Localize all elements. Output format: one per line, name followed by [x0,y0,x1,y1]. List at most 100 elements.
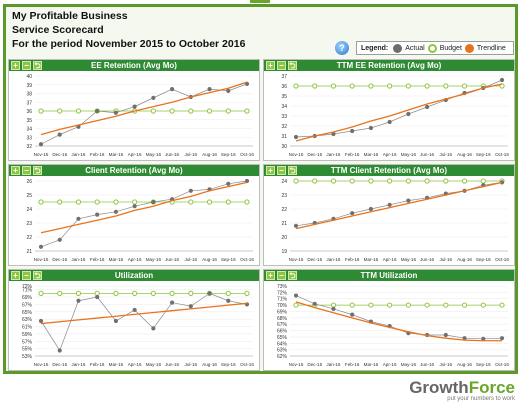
budget-point [38,108,44,114]
actual-point [188,304,193,309]
top-accent-tick [250,0,270,3]
panel-controls: + − ⮌ [11,61,42,70]
remove-icon[interactable]: − [277,166,286,175]
y-tick-label: 23 [26,221,32,227]
actual-point [350,211,355,216]
actual-point [151,95,156,100]
chart-ttm-utilization: 62%63%64%65%66%67%68%69%70%71%72%73% Nov-… [277,284,509,367]
y-tick-label: 37 [281,74,287,80]
y-tick-label: 32 [281,124,287,130]
x-tick-label: May-16 [146,152,162,157]
chart-ee-retention: 32 33 34 35 36 37 38 39 40 Nov-15 Dec-15 Jan-16 Feb-… [26,74,254,157]
x-tick-label: Aug-16 [457,152,472,157]
remove-icon[interactable]: − [277,61,286,70]
actual-point [424,104,430,110]
remove-icon[interactable]: − [22,61,31,70]
remove-icon[interactable]: − [22,166,31,175]
actual-point [499,336,505,341]
chart-title: TTM Client Retention (Avg Mo) [264,165,514,176]
budget-point [387,83,393,89]
actual-point [443,332,448,338]
actual-point [499,180,505,185]
remove-icon[interactable]: − [277,271,286,280]
x-tick-label: Jun-16 [420,362,434,367]
add-icon[interactable]: + [11,61,20,70]
add-icon[interactable]: + [266,166,275,175]
actual-point [499,77,505,83]
add-icon[interactable]: + [11,166,20,175]
export-icon[interactable]: ⮌ [288,271,297,280]
panel-controls: + − ⮌ [266,61,297,70]
top-accent-bar [0,0,521,6]
chart-panel-ttm-utilization: TTM Utilization + − ⮌ 62% 63% 64% 65% 66% 67% 68… [263,269,515,371]
budget-point [443,302,449,308]
x-tick-label: Mar-16 [109,257,124,262]
x-tick-label: May-16 [401,152,417,157]
actual-point [207,291,212,296]
y-tick-label: 65% [277,335,288,341]
export-icon[interactable]: ⮌ [33,271,42,280]
chart-utilization: 53%55% 57%59%61% 63%65% 67%69%71%72% Nov-15 D… [22,284,254,367]
y-tick-label: 69% [22,295,33,301]
add-icon[interactable]: + [266,271,275,280]
y-tick-label: 33 [281,114,287,120]
budget-point [499,302,505,308]
x-tick-label: May-16 [146,257,162,262]
actual-point [57,132,62,137]
actual-point [207,87,212,92]
logo-wordmark: GrowthForce [409,378,515,398]
budget-point [330,83,337,89]
y-tick-label: 63% [277,348,288,354]
budget-point [293,302,299,308]
x-tick-label: Mar-16 [364,362,379,367]
legend-trendline-label: Trendline [476,44,506,52]
export-icon[interactable]: ⮌ [288,166,297,175]
actual-point [76,298,81,303]
y-tick-label: 34 [281,104,287,110]
logo-growth: Growth [409,378,469,397]
budget-point [206,108,213,114]
add-icon[interactable]: + [266,61,275,70]
x-tick-label: Jul-16 [185,257,198,262]
y-tick-label: 68% [277,316,288,322]
chart-title: TTM Utilization [264,270,514,281]
x-tick-label: May-16 [401,362,417,367]
budget-point [480,302,486,308]
remove-icon[interactable]: − [22,271,31,280]
export-icon[interactable]: ⮌ [33,61,42,70]
x-tick-label: Oct-16 [240,362,254,367]
budget-point [188,108,194,114]
actual-point [132,307,137,313]
actual-point [132,104,137,109]
y-tick-label: 63% [22,317,33,323]
x-tick-label: Dec-15 [307,152,322,157]
x-tick-label: Jun-16 [165,362,179,367]
x-tick-label: Apr-16 [128,257,142,262]
x-tick-label: Sep-16 [476,152,491,157]
budget-point [499,83,505,89]
budget-point [113,199,119,205]
y-tick-label: 55% [22,347,33,353]
y-tick-label: 64% [277,341,288,347]
header-line-3: For the period November 2015 to October … [12,38,246,50]
x-tick-label: Oct-16 [240,257,254,262]
x-tick-label: Aug-16 [202,152,217,157]
chart-ttm-client-retention: 19 20 21 22 23 24 Nov-15 Dec-15 Jan-16 Feb-16 Mar-… [281,178,509,262]
export-icon[interactable]: ⮌ [33,166,42,175]
budget-point [188,199,194,205]
y-tick-label: 21 [281,221,287,227]
y-tick-label: 72% [277,290,288,296]
budget-point [368,83,374,89]
export-icon[interactable]: ⮌ [288,61,297,70]
actual-point [113,209,119,214]
budget-point [312,178,318,184]
actual-point [113,318,119,324]
help-question-icon[interactable]: ? [335,41,349,55]
scorecard-frame: My Profitable Business Service Scorecard… [3,4,518,374]
add-icon[interactable]: + [11,271,20,280]
budget-point [424,178,430,184]
legend-actual-label: Actual [405,44,425,52]
y-tick-label: 57% [22,339,33,345]
actual-point [368,125,374,131]
actual-point [76,216,81,221]
